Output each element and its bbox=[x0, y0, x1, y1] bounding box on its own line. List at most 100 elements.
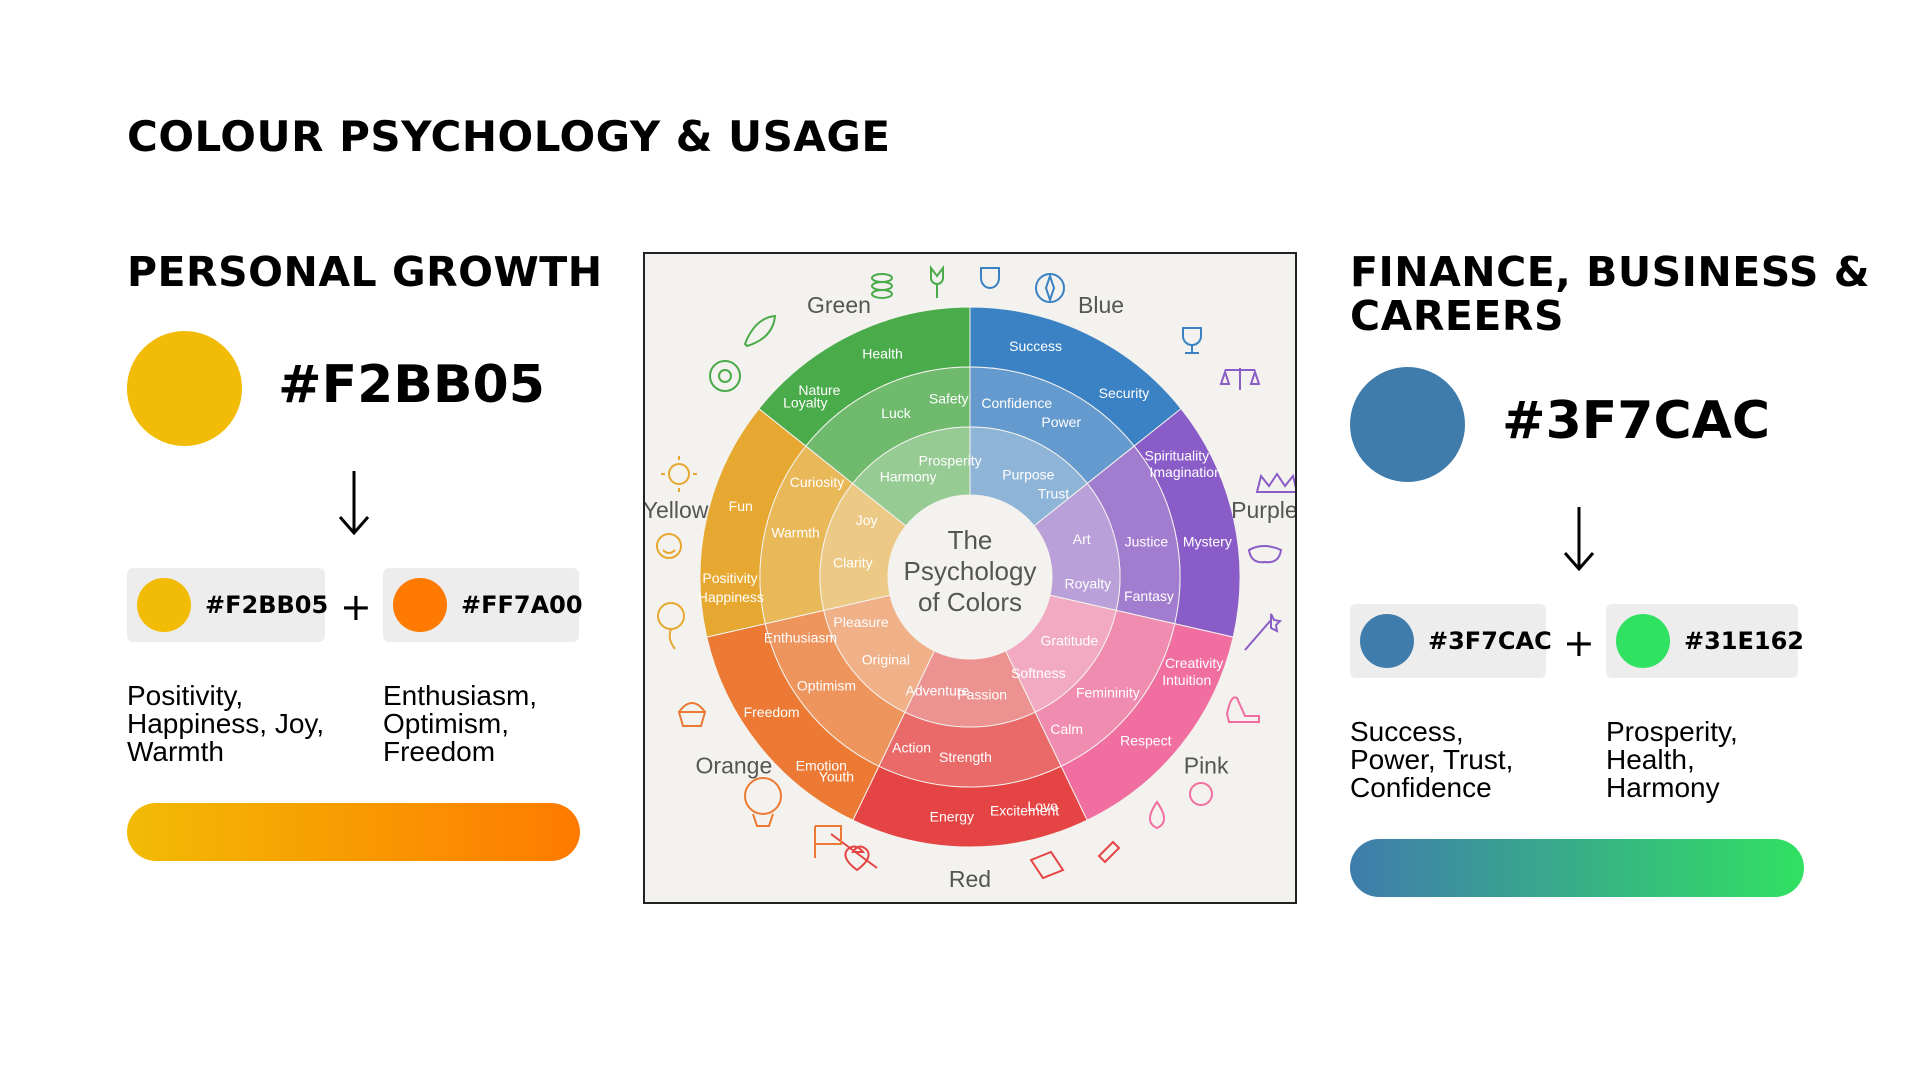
wheel-center-line: of Colors bbox=[918, 587, 1022, 617]
color-dot bbox=[1360, 614, 1414, 668]
wheel-color-label: Purple bbox=[1231, 497, 1295, 523]
wheel-word-label: Prosperity bbox=[919, 453, 982, 469]
page-title: COLOUR PSYCHOLOGY & USAGE bbox=[127, 112, 891, 161]
finance-business-careers-heading: FINANCE, BUSINESS & CAREERS bbox=[1350, 248, 1870, 340]
wheel-center bbox=[888, 495, 1052, 659]
high-heel-icon bbox=[1225, 696, 1260, 723]
wheel-word-label: Mystery bbox=[1183, 533, 1232, 549]
wheel-color-label: Red bbox=[949, 866, 991, 892]
wheel-word-label: Trust bbox=[1038, 486, 1069, 502]
color-meaning-text: Enthusiasm, Optimism, Freedom bbox=[383, 680, 538, 767]
shield-icon bbox=[980, 267, 1000, 289]
wand-icon bbox=[1244, 613, 1283, 651]
wheel-center-line: Psychology bbox=[904, 556, 1037, 586]
wheel-word-label: Pleasure bbox=[833, 614, 888, 630]
wheel-word-label: Loyalty bbox=[783, 394, 827, 410]
scales-icon bbox=[1219, 368, 1261, 390]
color-chip-orange: #FF7A00 bbox=[383, 568, 583, 642]
coins-icon bbox=[871, 273, 893, 299]
wheel-word-label: Nature bbox=[798, 382, 840, 398]
wheel-word-label: Calm bbox=[1050, 721, 1083, 737]
palette-icon bbox=[1189, 782, 1213, 806]
map-icon bbox=[1029, 850, 1065, 880]
wheel-word-label: Femininity bbox=[1076, 685, 1140, 701]
tulip-icon bbox=[930, 265, 944, 298]
color-wheel-graphic: The Psychology of Colors Blue Success Powe… bbox=[645, 265, 1295, 892]
wheel-word-label: Creativity bbox=[1165, 655, 1223, 671]
wheel-word-label: Justice bbox=[1125, 533, 1169, 549]
smiley-icon bbox=[656, 533, 682, 559]
leaf-icon bbox=[743, 314, 777, 348]
chip-hex-code: #FF7A00 bbox=[461, 591, 583, 619]
drop-icon bbox=[1149, 800, 1165, 830]
color-meaning-text: Positivity, Happiness, Joy, Warmth bbox=[127, 680, 325, 767]
color-chip-yellow: #F2BB05 bbox=[127, 568, 329, 642]
wheel-word-label: Freedom bbox=[744, 704, 800, 720]
wheel-word-label: Harmony bbox=[880, 469, 937, 485]
wheel-word-label: Positivity bbox=[702, 570, 757, 586]
wheel-word-label: Purpose bbox=[1002, 466, 1054, 482]
wheel-word-label: Royalty bbox=[1064, 576, 1111, 592]
wheel-word-label: Imagination bbox=[1150, 464, 1222, 480]
wheel-color-label: Orange bbox=[696, 752, 773, 778]
wheel-word-label: Art bbox=[1073, 531, 1091, 547]
personal-growth-heading: PERSONAL GROWTH bbox=[127, 248, 603, 296]
wheel-word-label: Original bbox=[862, 652, 910, 668]
wheel-center-line: The bbox=[948, 525, 993, 555]
wheel-word-label: Emotion bbox=[796, 757, 847, 773]
color-chip-green: #31E162 bbox=[1606, 604, 1804, 678]
balloon-icon bbox=[744, 777, 782, 827]
plus-sign: + bbox=[1563, 621, 1595, 665]
wheel-word-label: Luck bbox=[881, 405, 912, 421]
lipstick-icon bbox=[1097, 840, 1121, 864]
plus-sign: + bbox=[340, 585, 372, 629]
wheel-word-label: Adventure bbox=[905, 682, 969, 698]
wheel-word-label: Safety bbox=[929, 390, 969, 406]
arrow-down-icon bbox=[338, 471, 370, 536]
psychology-of-colors-wheel: The Psychology of Colors Blue Success Powe… bbox=[643, 252, 1297, 904]
heart-arrow-icon bbox=[830, 833, 878, 872]
primary-color-swatch bbox=[127, 331, 242, 446]
wheel-word-label: Health bbox=[862, 346, 902, 362]
wheel-word-label: Strength bbox=[939, 749, 992, 765]
mask-icon bbox=[1247, 545, 1283, 564]
wheel-color-label: Yellow bbox=[645, 497, 709, 523]
wheel-word-label: Gratitude bbox=[1041, 633, 1099, 649]
wheel-word-label: Fantasy bbox=[1124, 588, 1174, 604]
wheel-word-label: Action bbox=[892, 739, 931, 755]
wheel-word-label: Confidence bbox=[981, 395, 1052, 411]
gradient-bar bbox=[1350, 839, 1804, 897]
color-dot bbox=[1616, 614, 1670, 668]
chip-hex-code: #3F7CAC bbox=[1428, 627, 1552, 655]
wheel-word-label: Warmth bbox=[771, 525, 819, 541]
lifebuoy-icon bbox=[709, 360, 741, 392]
wheel-word-label: Joy bbox=[856, 512, 878, 528]
wheel-word-label: Respect bbox=[1120, 732, 1171, 748]
color-dot bbox=[393, 578, 447, 632]
wheel-word-label: Enthusiasm bbox=[764, 630, 837, 646]
wheel-word-label: Spirituality bbox=[1145, 447, 1210, 463]
balloon-string-icon bbox=[657, 602, 685, 650]
wheel-word-label: Softness bbox=[1011, 665, 1065, 681]
trophy-icon bbox=[1182, 327, 1202, 354]
gradient-bar bbox=[127, 803, 580, 861]
wheel-color-label: Green bbox=[807, 292, 871, 318]
wheel-word-label: Clarity bbox=[833, 555, 873, 571]
chip-hex-code: #31E162 bbox=[1684, 627, 1804, 655]
wheel-word-label: Security bbox=[1099, 385, 1150, 401]
wheel-word-label: Happiness bbox=[698, 589, 764, 605]
flag-icon bbox=[814, 825, 842, 858]
color-dot bbox=[137, 578, 191, 632]
wheel-word-label: Curiosity bbox=[790, 474, 844, 490]
primary-hex-code: #3F7CAC bbox=[1502, 391, 1771, 451]
chip-hex-code: #F2BB05 bbox=[205, 591, 329, 619]
compass-icon bbox=[1035, 272, 1065, 304]
wheel-word-label: Excitement bbox=[990, 803, 1059, 819]
crown-icon bbox=[1255, 472, 1295, 493]
arrow-down-icon bbox=[1563, 507, 1595, 572]
wheel-word-label: Fun bbox=[729, 498, 753, 514]
wheel-word-label: Intuition bbox=[1162, 672, 1211, 688]
wheel-word-label: Power bbox=[1041, 414, 1081, 430]
wheel-color-label: Blue bbox=[1078, 292, 1124, 318]
wheel-word-label: Passion bbox=[957, 686, 1007, 702]
